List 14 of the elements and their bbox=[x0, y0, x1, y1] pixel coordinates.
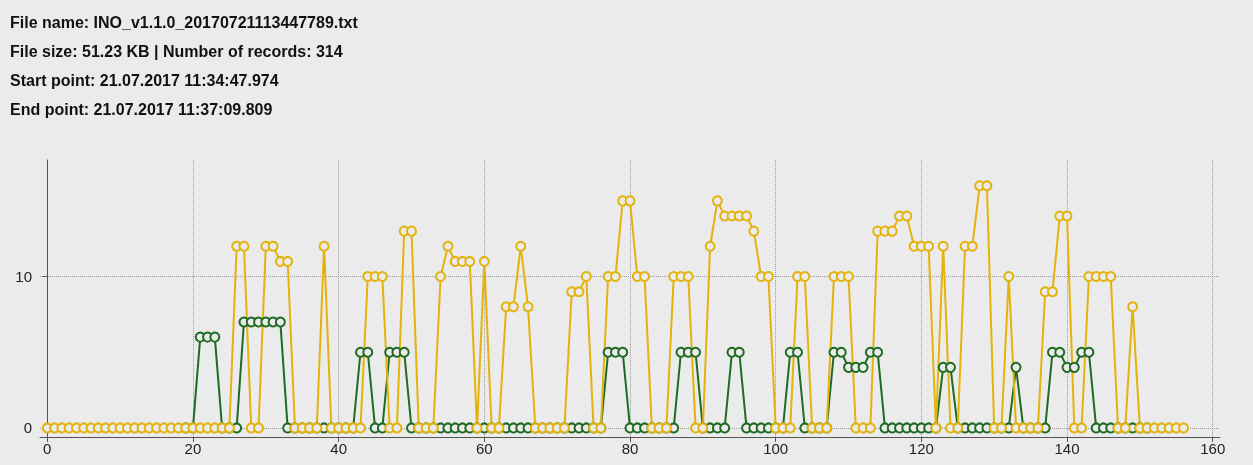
text: End point: 21.07.2017 11:37:09.809 bbox=[10, 100, 274, 120]
x-tick-label: 60 bbox=[475, 440, 493, 457]
x-tick-label: 80 bbox=[621, 440, 639, 457]
x-tick-label: 20 bbox=[184, 440, 202, 457]
text: Start point: 21.07.2017 11:34:47.974 bbox=[10, 71, 280, 91]
y-tick-label: 10 bbox=[15, 268, 32, 286]
x-tick-label: 0 bbox=[43, 440, 52, 457]
x-tick-label: 120 bbox=[908, 440, 934, 457]
x-tick-label: 40 bbox=[330, 440, 347, 457]
x-tick-label: 100 bbox=[763, 440, 789, 457]
x-tick-label: 160 bbox=[1200, 440, 1226, 457]
chart-title: File name: INO_v1.1.0_20170721113447789.txt bbox=[10, 13, 359, 33]
x-tick-label: 140 bbox=[1054, 440, 1080, 457]
text: File size: 51.23 KB | Number of records: 314 bbox=[10, 42, 344, 62]
